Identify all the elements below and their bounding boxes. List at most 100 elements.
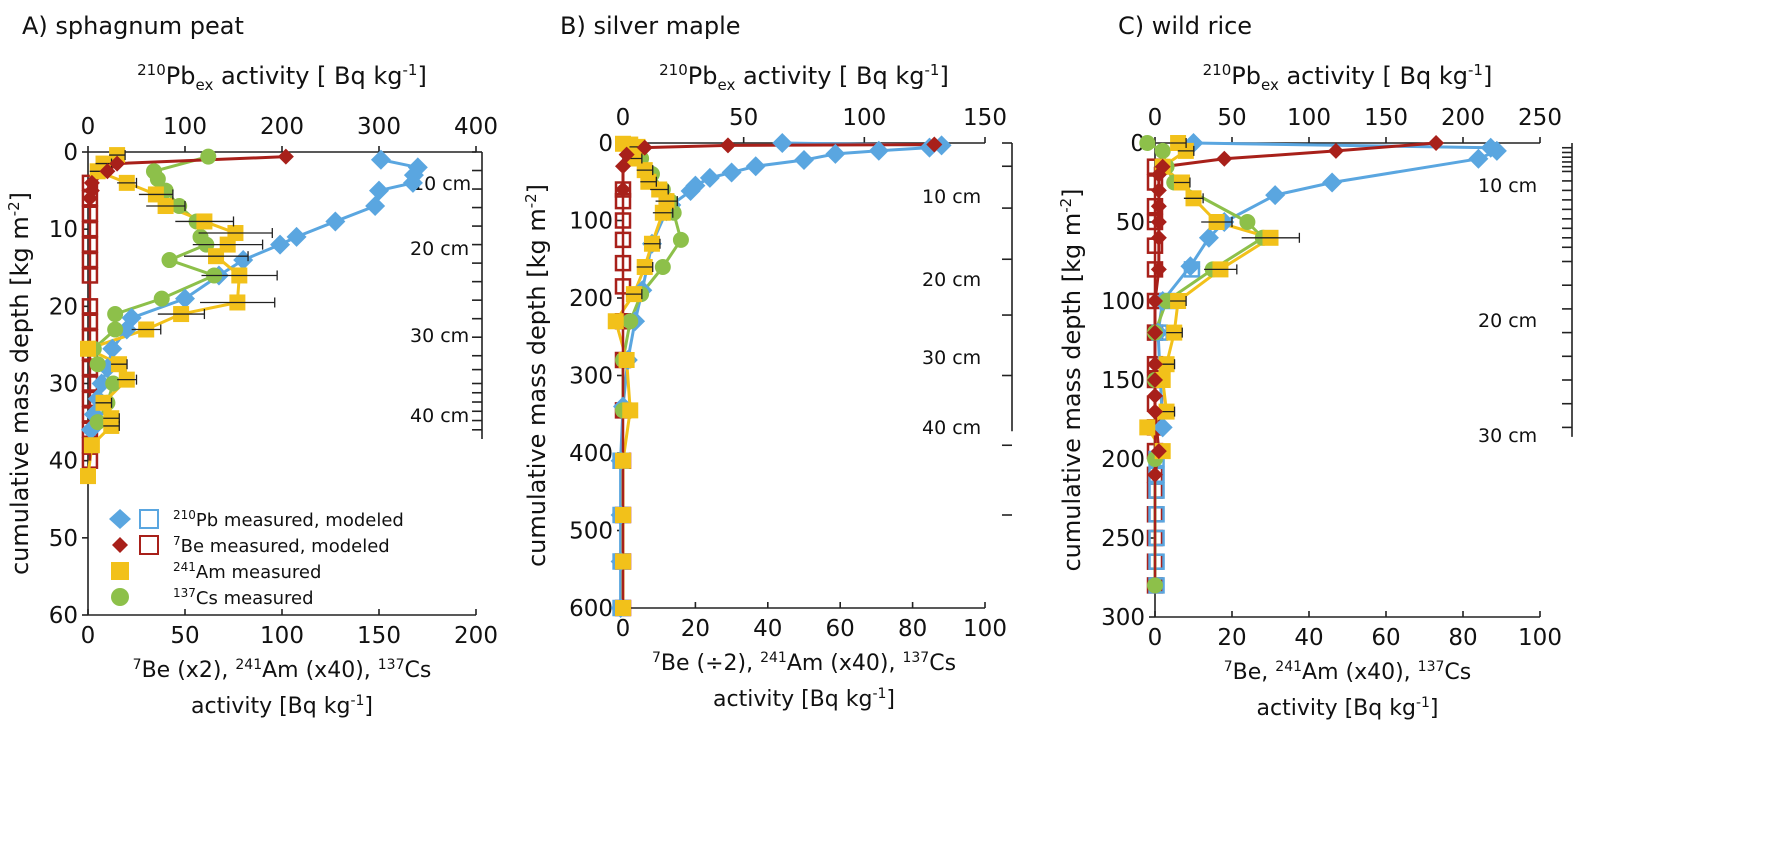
y-axis-label: cumulative mass depth [kg m-2]	[5, 192, 34, 575]
top-tick-label: 150	[963, 105, 1007, 131]
am-measured-point	[615, 507, 631, 523]
cs-measured-point	[153, 290, 170, 307]
text-part: 210	[173, 508, 196, 522]
text-part: ]	[364, 694, 373, 719]
text-part: 7	[133, 657, 142, 673]
cs-measured-point	[200, 148, 217, 165]
y-tick-label: 0	[1130, 131, 1145, 157]
text-part: cumulative mass depth [kg m	[523, 208, 551, 567]
bottom-axis-label-units: activity [Bq kg-1]	[191, 693, 373, 719]
legend-item-pb: 210Pb measured, modeled	[109, 508, 404, 531]
pb-measured-point	[1152, 417, 1173, 438]
text-part: activity [Bq kg	[713, 687, 872, 712]
pb-measured-point	[402, 172, 423, 193]
text-part: Pb	[166, 62, 196, 90]
text-part: Cs	[405, 658, 432, 683]
text-part: activity [Bq kg	[191, 694, 350, 719]
cs-measured-point	[107, 321, 124, 338]
top-tick-label: 50	[1217, 105, 1246, 131]
top-tick-label: 100	[1287, 105, 1331, 131]
square-icon	[111, 562, 129, 580]
text-part: 7	[652, 650, 661, 666]
panel-title: C) wild rice	[1118, 12, 1252, 40]
be-measured-point	[615, 181, 631, 198]
top-axis-title: 210Pbex activity [ Bq kg-1]	[137, 61, 427, 94]
am-measured-point	[80, 468, 96, 485]
be-measured-point	[1147, 372, 1163, 388]
y-tick-label: 100	[569, 209, 613, 235]
text-part: ]	[417, 62, 426, 90]
top-tick-label: 200	[1441, 105, 1485, 131]
be-measured-point	[1150, 182, 1167, 199]
y-axis-label: cumulative mass depth [kg m-2]	[522, 184, 551, 567]
be-measured-point	[926, 136, 943, 153]
pb-measured-point	[1486, 140, 1507, 161]
cs-measured-point	[1239, 214, 1256, 230]
be-measured-point	[1150, 261, 1167, 278]
pb-measured-point	[233, 250, 254, 271]
y-tick-label: 100	[1101, 289, 1145, 315]
text-part: activity [ Bq kg	[1279, 62, 1468, 90]
text-part: ]	[6, 192, 34, 201]
text-part: ]	[1430, 696, 1439, 721]
be-measured-point	[1428, 135, 1445, 151]
panel-title: B) silver maple	[560, 12, 741, 40]
text-part: ]	[523, 184, 551, 193]
text-part: 241	[235, 657, 262, 673]
pb-measured-point	[325, 211, 346, 232]
be-measured-point	[1147, 403, 1163, 420]
bottom-tick-label: 200	[454, 623, 498, 649]
legend-label: 241Am measured	[173, 560, 321, 583]
bottom-tick-label: 80	[1448, 625, 1477, 651]
cm-depth-label: 40 cm	[922, 417, 981, 439]
text-part: Pb measured, modeled	[196, 510, 404, 531]
legend-item-cs: 137Cs measured	[111, 586, 314, 609]
y-tick-label: 50	[49, 526, 78, 552]
bottom-tick-label: 40	[1294, 625, 1323, 651]
y-tick-label: 200	[569, 286, 613, 312]
be-measured-point	[1150, 443, 1167, 460]
pb-measured-point	[868, 140, 889, 161]
y-tick-label: 150	[1101, 368, 1145, 394]
text-part: ex	[1261, 76, 1279, 94]
text-part: -1	[350, 693, 364, 709]
bottom-axis-label: 7Be, 241Am (x40), 137Cs	[1224, 659, 1471, 685]
text-part: Be,	[1233, 660, 1276, 685]
be-measured-point	[618, 146, 635, 163]
text-part: ]	[886, 687, 895, 712]
bottom-tick-label: 50	[170, 623, 199, 649]
text-part: -1	[872, 686, 886, 702]
am-measured-point	[615, 452, 631, 469]
pb-measured-point	[794, 150, 814, 171]
top-tick-label: 100	[842, 105, 886, 131]
bottom-tick-label: 60	[826, 616, 855, 642]
pb-modeled-square	[1148, 506, 1165, 523]
y-tick-label: 300	[569, 364, 613, 390]
pb-modeled-square	[1148, 529, 1165, 547]
text-part: -1	[925, 61, 940, 79]
pb-measured-point	[745, 156, 766, 177]
bottom-tick-label: 20	[681, 616, 710, 642]
text-part: 7	[173, 534, 181, 548]
text-part: -1	[403, 61, 418, 79]
text-part: Cs	[1444, 660, 1471, 685]
text-part: 137	[902, 650, 929, 666]
am-measured-point	[80, 340, 96, 357]
text-part: 137	[1418, 659, 1445, 675]
be-measured-point	[1147, 387, 1163, 404]
be-measured-point	[1147, 356, 1163, 373]
am-measured-point	[618, 352, 635, 368]
open-square-icon	[139, 535, 159, 555]
be-measured-point	[1150, 229, 1167, 246]
top-axis-title: 210Pbex activity [ Bq kg-1]	[1203, 61, 1493, 94]
pb-measured-point	[270, 234, 291, 255]
y-tick-label: 60	[49, 603, 78, 629]
bottom-axis-label-units: activity [Bq kg-1]	[1257, 695, 1439, 721]
text-part: 7	[1224, 659, 1233, 675]
pb-measured-point	[721, 162, 742, 183]
bottom-axis-label-units: activity [Bq kg-1]	[713, 686, 895, 712]
be-measured-point	[109, 155, 126, 172]
pb-measured-point	[1198, 227, 1219, 248]
bottom-tick-label: 150	[357, 623, 401, 649]
